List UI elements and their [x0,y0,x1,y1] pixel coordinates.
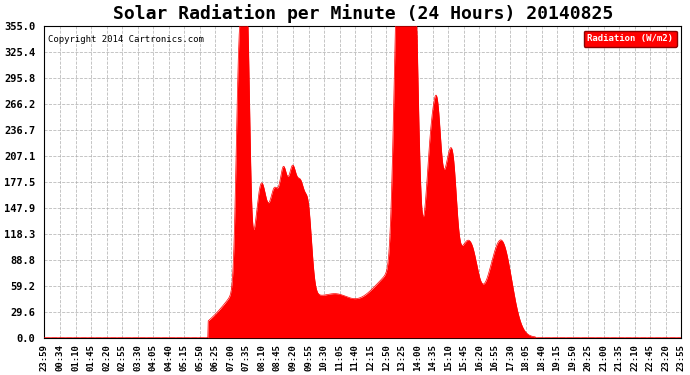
Legend: Radiation (W/m2): Radiation (W/m2) [584,31,677,47]
Title: Solar Radiation per Minute (24 Hours) 20140825: Solar Radiation per Minute (24 Hours) 20… [112,4,613,23]
Text: Copyright 2014 Cartronics.com: Copyright 2014 Cartronics.com [48,36,204,45]
